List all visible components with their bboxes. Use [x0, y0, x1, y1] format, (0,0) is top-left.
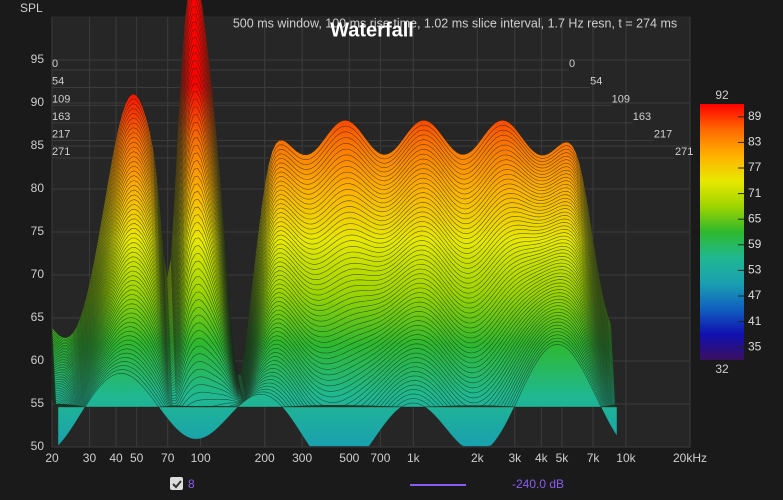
y-tick-label: 70	[31, 267, 45, 281]
colorbar-tick-label: 83	[748, 135, 762, 149]
colorbar-tick-label: 47	[748, 288, 762, 302]
x-tick-label: 5k	[556, 451, 570, 465]
legend-level: -240.0 dB	[512, 477, 564, 491]
subtitle: 500 ms window, 100 ms rise time, 1.02 ms…	[233, 16, 677, 30]
y-tick-label: 65	[31, 310, 45, 324]
x-tick-label: 100	[191, 451, 211, 465]
colorbar	[700, 104, 744, 360]
colorbar-min: 32	[715, 362, 729, 376]
x-tick-label: 500	[339, 451, 359, 465]
y-tick-label: 60	[31, 353, 45, 367]
z-tick-label: 0	[52, 58, 58, 70]
chart-title: Waterfall	[330, 19, 414, 41]
x-tick-label: 10k	[616, 451, 636, 465]
colorbar-tick-label: 35	[748, 339, 762, 353]
colorbar-tick-label: 59	[748, 237, 762, 251]
x-tick-label: 1k	[407, 451, 421, 465]
x-tick-label: 200	[255, 451, 275, 465]
y-tick-label: 90	[31, 95, 45, 109]
z-tick-label: 217	[654, 128, 672, 140]
x-tick-label: 30	[83, 451, 97, 465]
x-tick-label: 4k	[535, 451, 549, 465]
z-tick-label: 54	[52, 75, 64, 87]
x-tick-label: 3k	[508, 451, 522, 465]
colorbar-tick-label: 71	[748, 186, 762, 200]
colorbar-tick-label: 89	[748, 109, 762, 123]
x-tick-label: 300	[292, 451, 312, 465]
x-tick-label: 7k	[587, 451, 601, 465]
labels: 50 55 60 65 70 75 80 85 90 95 20 30 40 50 70 100 200 300 5…	[31, 52, 707, 465]
colorbar-tick-label: 65	[748, 211, 762, 225]
y-axis-label: SPL	[20, 1, 43, 15]
colorbar-tick-label: 41	[748, 314, 762, 328]
checkbox[interactable]	[170, 477, 183, 490]
z-tick-label: 271	[52, 146, 70, 158]
y-tick-label: 75	[31, 224, 45, 238]
y-tick-label: 50	[31, 439, 45, 453]
x-tick-label: 70	[161, 451, 175, 465]
z-tick-label: 163	[633, 111, 651, 123]
z-tick-label: 271	[675, 146, 693, 158]
x-tick-label: 20	[45, 451, 59, 465]
z-tick-label: 0	[569, 58, 575, 70]
y-tick-label: 80	[31, 181, 45, 195]
y-tick-label: 85	[31, 138, 45, 152]
z-tick-label: 217	[52, 128, 70, 140]
x-tick-label: 20kHz	[673, 451, 707, 465]
legend-count: 8	[188, 477, 195, 491]
z-tick-label: 54	[590, 75, 602, 87]
x-tick-label: 700	[370, 451, 390, 465]
check-mark	[172, 480, 182, 489]
y-tick-label: 55	[31, 396, 45, 410]
z-tick-label: 163	[52, 111, 70, 123]
z-tick-label: 109	[612, 93, 630, 105]
surface	[51, 0, 618, 447]
z-tick-label: 109	[52, 93, 70, 105]
colorbar-tick-label: 77	[748, 160, 762, 174]
colorbar-max: 92	[715, 88, 729, 102]
y-tick-label: 95	[31, 52, 45, 66]
x-tick-label: 2k	[471, 451, 485, 465]
colorbar-tick-label: 53	[748, 263, 762, 277]
x-tick-label: 40	[109, 451, 123, 465]
x-tick-label: 50	[130, 451, 144, 465]
surface-slice	[57, 344, 618, 447]
